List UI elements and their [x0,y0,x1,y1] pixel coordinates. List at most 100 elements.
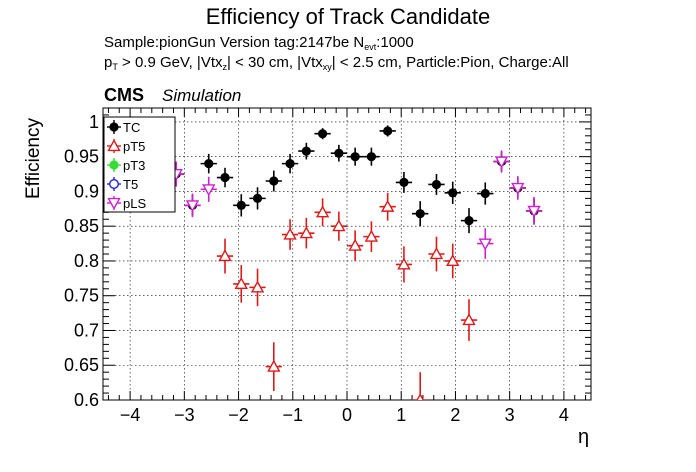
legend-marker [109,122,119,132]
legend-label: pT3 [123,158,145,173]
marker-pls-shape [511,182,525,195]
marker-pls [202,184,216,197]
marker-pls [185,200,200,213]
x-tick-label: −3 [174,405,195,425]
marker-tc-shape [448,188,458,198]
cut-particle-text: | < 2.5 cm, Particle:Pion, Charge:All [331,54,569,71]
marker-pls [494,156,509,169]
marker-pt5-shape [364,229,379,242]
point-pt5 [379,192,396,221]
marker-tc-shape [220,172,230,183]
marker-pt5 [250,280,265,293]
x-tick-label: −4 [120,405,141,425]
marker-pt5 [446,254,460,267]
marker-tc [431,179,442,190]
point-pt5 [395,246,413,283]
marker-pt5 [348,238,362,251]
point-tc [281,153,299,174]
chart-subtitle-cuts: pT > 0.9 GeV, |Vtxz| < 30 cm, |Vtxxy| < … [104,54,569,72]
point-tc [298,142,315,160]
point-pt5 [281,219,299,250]
series-pls [168,150,543,259]
marker-tc-shape [252,193,263,203]
point-pt5 [428,236,445,272]
legend-marker [109,160,119,170]
point-tc [363,147,380,166]
y-tick-label: 1 [89,112,99,132]
point-pt5 [216,238,234,274]
point-tc [314,128,331,140]
marker-tc-shape [350,152,360,162]
marker-tc-shape [236,200,246,210]
marker-tc-shape [431,179,442,190]
y-tick-label: 0.6 [74,390,99,410]
marker-pt5 [429,247,444,260]
marker-tc [399,177,409,187]
legend-marker-shape [109,122,119,132]
marker-pt5 [380,199,395,212]
legend-marker-shape [109,160,119,170]
point-pls [493,150,510,173]
point-tc [233,194,250,217]
marker-tc [204,159,214,169]
marker-tc [366,152,376,162]
chart-title: Efficiency of Track Candidate [205,4,491,29]
marker-tc [480,188,490,199]
point-tc [477,182,494,205]
marker-pls [478,238,492,251]
marker-tc-shape [204,159,214,169]
x-tick-label: 2 [450,405,460,425]
point-tc [216,167,234,188]
marker-tc [334,148,344,158]
series-pt5 [216,192,478,400]
marker-pt5-shape [446,254,460,267]
y-tick-label: 0.8 [74,251,99,271]
marker-tc [285,159,295,169]
marker-tc-shape [301,146,311,156]
marker-pt5-shape [348,238,362,251]
marker-pt5-shape [250,280,265,293]
y-tick-label: 0.75 [64,286,99,306]
marker-pt5 [364,229,379,242]
marker-pt5-shape [429,247,444,260]
marker-tc-shape [285,159,295,169]
legend-entry-pt5: pT5 [107,139,145,154]
marker-tc-shape [399,177,409,187]
marker-tc [350,152,360,162]
marker-pt5-shape [299,226,314,239]
marker-pt5-shape [397,257,411,270]
point-tc [412,201,429,227]
point-pls [525,196,543,225]
legend-entry-tc: TC [107,120,140,135]
point-pt5 [314,198,331,227]
y-tick-label: 0.95 [64,147,99,167]
legend-entry-pls: pLS [107,196,146,211]
point-tc [379,125,396,137]
legend-marker [108,178,119,189]
marker-pt5-shape [416,393,425,400]
legend-label: pLS [123,196,146,211]
point-pt5 [444,243,461,279]
legend-marker [107,197,121,210]
point-pls [200,176,217,202]
y-tick-label: 0.7 [74,320,99,340]
legend: TC pT5 pT3 T5 pLS [103,116,176,213]
marker-tc [318,129,328,139]
marker-tc [464,216,474,226]
marker-pt5-shape [380,199,395,212]
x-tick-label: −1 [283,405,304,425]
marker-tc [269,176,279,186]
marker-pt5 [267,359,281,372]
legend-marker-shape [108,178,119,189]
legend-entry-pt3: pT3 [107,158,145,173]
series-tc [168,125,543,234]
cms-label: CMS [104,85,144,105]
point-pls [184,193,201,218]
point-pt5 [265,342,282,391]
marker-tc-shape [269,176,279,186]
marker-pls-shape [185,200,200,213]
marker-pt5 [397,257,411,270]
marker-pt5 [234,276,248,289]
